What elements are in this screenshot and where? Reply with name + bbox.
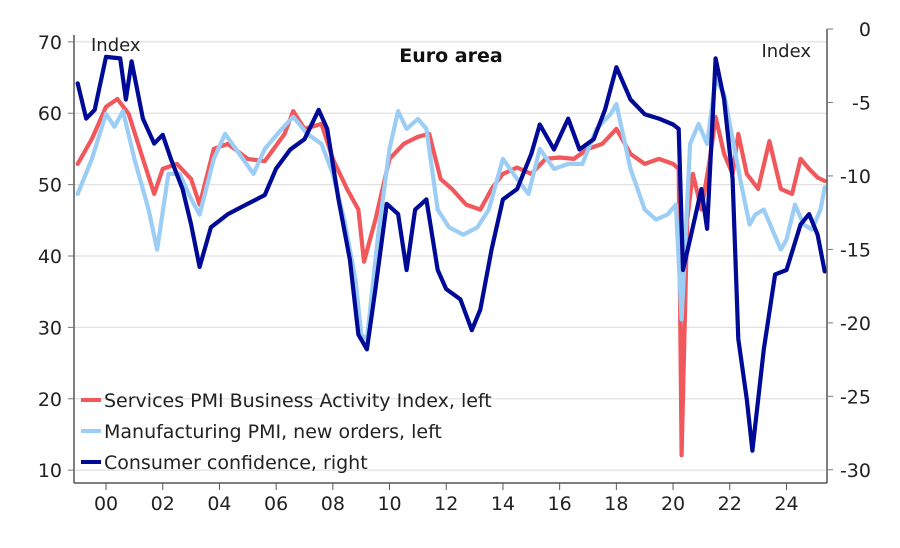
consumer-confidence-line xyxy=(75,54,827,453)
left-axis-unit-label: Index xyxy=(91,35,141,56)
services-pmi-line xyxy=(75,96,827,458)
x-tick-label: 06 xyxy=(264,493,288,515)
left-tick-label: 50 xyxy=(38,175,62,197)
x-tick-label: 10 xyxy=(377,493,401,515)
series-lines xyxy=(75,54,827,458)
left-tick-label: 30 xyxy=(38,317,62,339)
x-tick-label: 08 xyxy=(321,493,345,515)
right-tick-label: -10 xyxy=(840,166,871,188)
manufacturing-new-orders-legend-label: Manufacturing PMI, new orders, left xyxy=(104,421,442,443)
x-tick-label: 24 xyxy=(774,493,798,515)
left-tick-label: 70 xyxy=(38,32,62,54)
left-tick-label: 20 xyxy=(38,389,62,411)
chart-title: Euro area xyxy=(399,45,502,67)
x-tick-label: 20 xyxy=(661,493,685,515)
consumer-confidence-legend-label: Consumer confidence, right xyxy=(104,452,368,474)
manufacturing-new-orders-line xyxy=(75,76,827,342)
x-tick-label: 02 xyxy=(151,493,175,515)
right-tick-label: -30 xyxy=(840,460,871,482)
left-tick-label: 40 xyxy=(38,246,62,268)
left-axis-ticks: 10 20 30 40 50 60 70 xyxy=(38,32,74,482)
left-tick-label: 10 xyxy=(38,460,62,482)
right-tick-label: -15 xyxy=(840,239,871,261)
x-tick-label: 16 xyxy=(548,493,572,515)
right-tick-label: 0 xyxy=(859,19,871,41)
x-tick-label: 04 xyxy=(207,493,231,515)
right-tick-label: -25 xyxy=(840,386,871,408)
x-axis-ticks: 00 02 04 06 08 10 12 14 16 18 20 22 24 xyxy=(94,483,799,515)
right-tick-label: -5 xyxy=(852,92,871,114)
x-tick-label: 22 xyxy=(718,493,742,515)
right-tick-label: -20 xyxy=(840,313,871,335)
x-tick-label: 18 xyxy=(604,493,628,515)
x-tick-label: 14 xyxy=(491,493,515,515)
services-pmi-legend-label: Services PMI Business Activity Index, le… xyxy=(104,390,492,412)
right-axis-unit-label: Index xyxy=(761,41,811,62)
legend: Services PMI Business Activity Index, le… xyxy=(81,390,492,474)
x-tick-label: 00 xyxy=(94,493,118,515)
right-axis-ticks: 0 -5 -10 -15 -20 -25 -30 xyxy=(827,19,871,482)
x-tick-label: 12 xyxy=(434,493,458,515)
left-tick-label: 60 xyxy=(38,103,62,125)
